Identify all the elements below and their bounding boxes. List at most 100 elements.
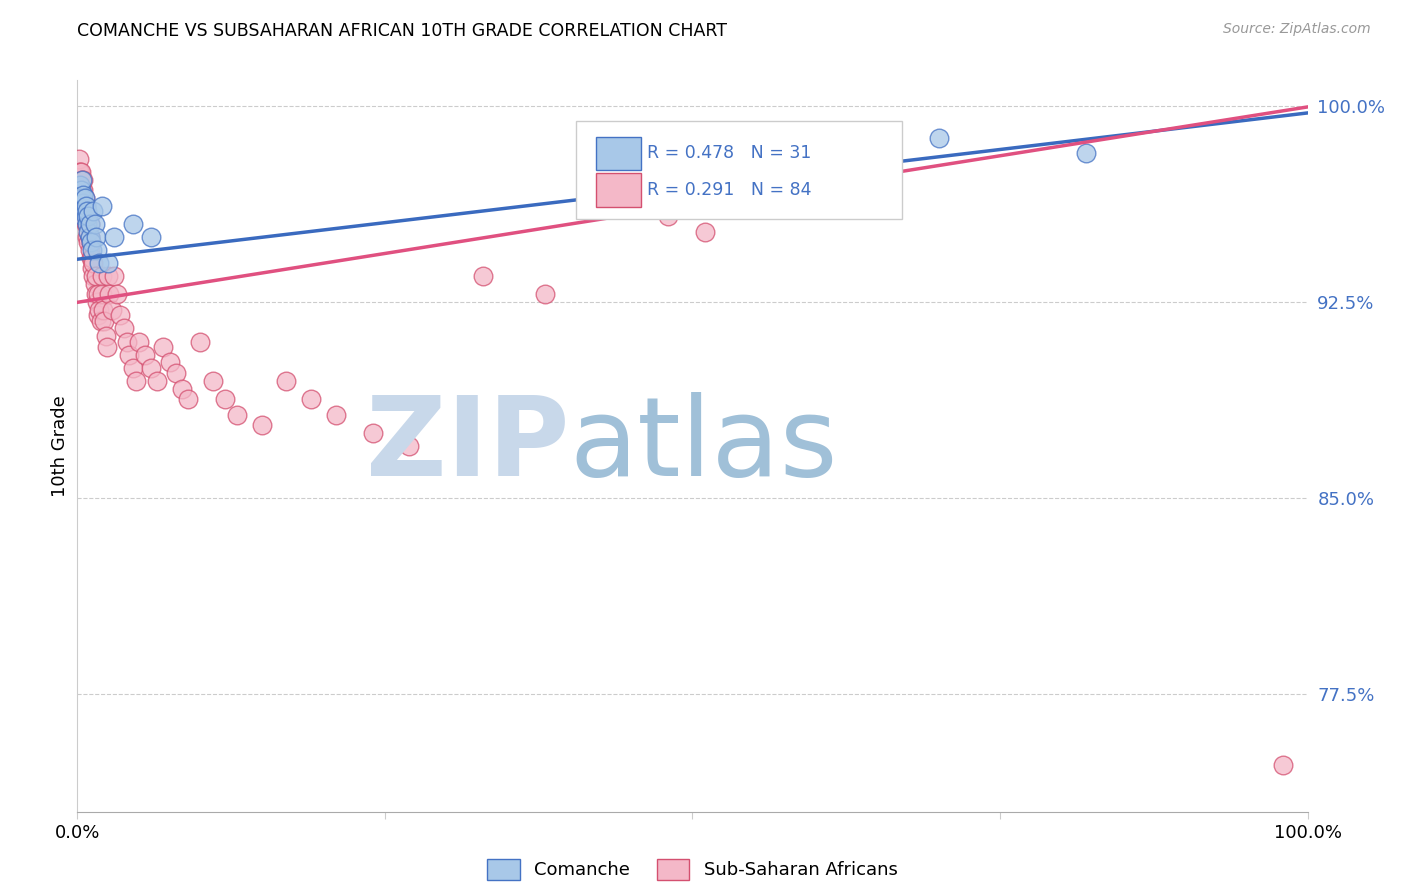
Point xyxy=(76,203,98,218)
Point xyxy=(214,392,236,406)
Point xyxy=(82,261,104,276)
Point xyxy=(73,199,96,213)
Point xyxy=(84,287,107,301)
Point xyxy=(72,209,94,223)
Point xyxy=(226,408,249,422)
Point xyxy=(90,287,114,301)
Point xyxy=(72,188,94,202)
Point xyxy=(80,235,103,250)
Point xyxy=(76,209,98,223)
Point xyxy=(96,340,118,354)
Point xyxy=(1272,757,1295,772)
Point xyxy=(97,269,120,284)
Point xyxy=(76,230,98,244)
Point xyxy=(82,269,104,284)
Text: R = 0.478   N = 31: R = 0.478 N = 31 xyxy=(647,145,811,162)
Point xyxy=(121,360,143,375)
Point xyxy=(73,191,96,205)
Point xyxy=(86,295,108,310)
Point xyxy=(103,230,125,244)
FancyBboxPatch shape xyxy=(596,136,641,170)
Point xyxy=(87,287,110,301)
Point xyxy=(159,355,181,369)
Point xyxy=(79,243,101,257)
Point xyxy=(250,418,273,433)
Point xyxy=(70,199,93,213)
Point xyxy=(86,243,108,257)
Point xyxy=(70,165,93,179)
Text: ZIP: ZIP xyxy=(366,392,569,500)
Point xyxy=(72,203,94,218)
Point xyxy=(141,360,163,375)
Point xyxy=(165,366,187,380)
Point xyxy=(70,178,93,192)
Point xyxy=(177,392,200,406)
Point xyxy=(472,269,495,284)
Point xyxy=(77,235,100,250)
Point xyxy=(201,374,224,388)
Point xyxy=(70,183,93,197)
Point xyxy=(657,209,679,223)
Point xyxy=(70,172,93,186)
Point xyxy=(69,178,91,192)
Point xyxy=(79,230,101,244)
Point xyxy=(75,209,97,223)
Point xyxy=(103,269,125,284)
Point xyxy=(928,130,950,145)
Point xyxy=(70,172,93,186)
Point xyxy=(125,374,148,388)
Point xyxy=(73,203,96,218)
Point xyxy=(80,251,103,265)
Point xyxy=(188,334,212,349)
Point xyxy=(93,313,115,327)
Point xyxy=(80,235,103,250)
Point xyxy=(134,347,156,362)
Point xyxy=(72,196,94,211)
FancyBboxPatch shape xyxy=(575,120,901,219)
Point xyxy=(75,199,97,213)
Point xyxy=(89,303,111,318)
Text: COMANCHE VS SUBSAHARAN AFRICAN 10TH GRADE CORRELATION CHART: COMANCHE VS SUBSAHARAN AFRICAN 10TH GRAD… xyxy=(77,22,727,40)
Point xyxy=(67,165,90,179)
Point xyxy=(84,269,107,284)
Point xyxy=(69,172,91,186)
Point xyxy=(141,230,163,244)
Point xyxy=(98,287,121,301)
Point xyxy=(170,382,193,396)
Point xyxy=(77,209,100,223)
Point xyxy=(72,183,94,197)
Point xyxy=(97,256,120,270)
Text: R = 0.291   N = 84: R = 0.291 N = 84 xyxy=(647,181,811,199)
Point xyxy=(82,256,104,270)
Point xyxy=(152,340,174,354)
Point xyxy=(69,183,91,197)
Point xyxy=(79,217,101,231)
Point xyxy=(325,408,347,422)
Point xyxy=(91,303,114,318)
Point xyxy=(75,217,97,231)
Point xyxy=(75,209,97,223)
Point xyxy=(82,203,104,218)
Point xyxy=(361,425,384,440)
Point xyxy=(67,152,90,166)
Point xyxy=(534,287,557,301)
Point xyxy=(105,287,128,301)
Point xyxy=(87,309,110,323)
Point xyxy=(69,165,91,179)
Point xyxy=(1076,146,1098,161)
Point xyxy=(693,225,716,239)
Point xyxy=(299,392,322,406)
Legend: Comanche, Sub-Saharan Africans: Comanche, Sub-Saharan Africans xyxy=(479,852,905,887)
Point xyxy=(101,303,124,318)
FancyBboxPatch shape xyxy=(596,173,641,207)
Point xyxy=(90,313,112,327)
Point xyxy=(70,191,93,205)
Point xyxy=(76,217,98,231)
Point xyxy=(72,172,94,186)
Point xyxy=(76,217,98,231)
Point xyxy=(83,217,105,231)
Point xyxy=(146,374,169,388)
Point xyxy=(110,309,132,323)
Point xyxy=(79,217,101,231)
Point xyxy=(77,225,100,239)
